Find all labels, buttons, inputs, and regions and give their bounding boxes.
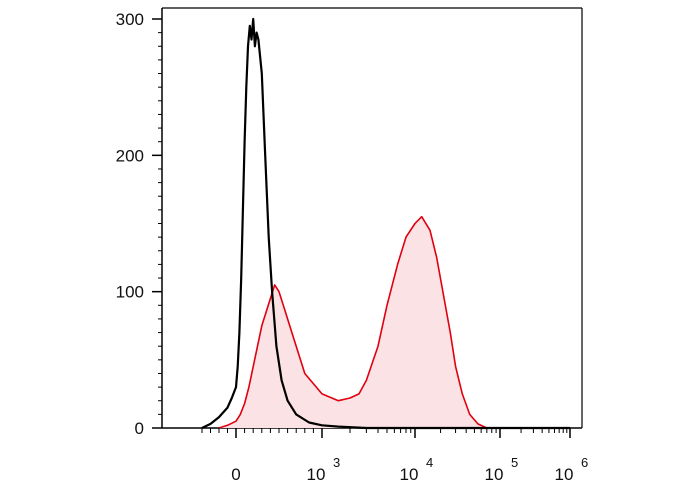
x-tick-label-2: 10 xyxy=(400,465,419,484)
x-tick-exponent-1: 3 xyxy=(333,455,340,470)
y-tick-label-3: 300 xyxy=(116,10,144,29)
x-tick-label-3: 10 xyxy=(485,465,504,484)
y-tick-label-2: 200 xyxy=(116,146,144,165)
x-axis-ticks: 0 10 3 10 4 10 5 10 6 xyxy=(201,428,588,484)
y-axis-ticks: 0 100 200 300 xyxy=(116,10,162,438)
y-tick-label-0: 0 xyxy=(135,419,144,438)
x-tick-exponent-3: 5 xyxy=(511,455,518,470)
x-tick-exponent-2: 4 xyxy=(426,455,433,470)
x-tick-label-0: 0 xyxy=(231,465,240,484)
x-tick-exponent-4: 6 xyxy=(581,455,588,470)
x-tick-label-4: 10 xyxy=(555,465,574,484)
series-layer xyxy=(201,17,570,430)
series-0-line xyxy=(201,17,570,430)
series-1-fill xyxy=(219,216,570,428)
x-tick-label-1: 10 xyxy=(307,465,326,484)
y-tick-label-1: 100 xyxy=(116,283,144,302)
series-1-line xyxy=(218,215,570,429)
